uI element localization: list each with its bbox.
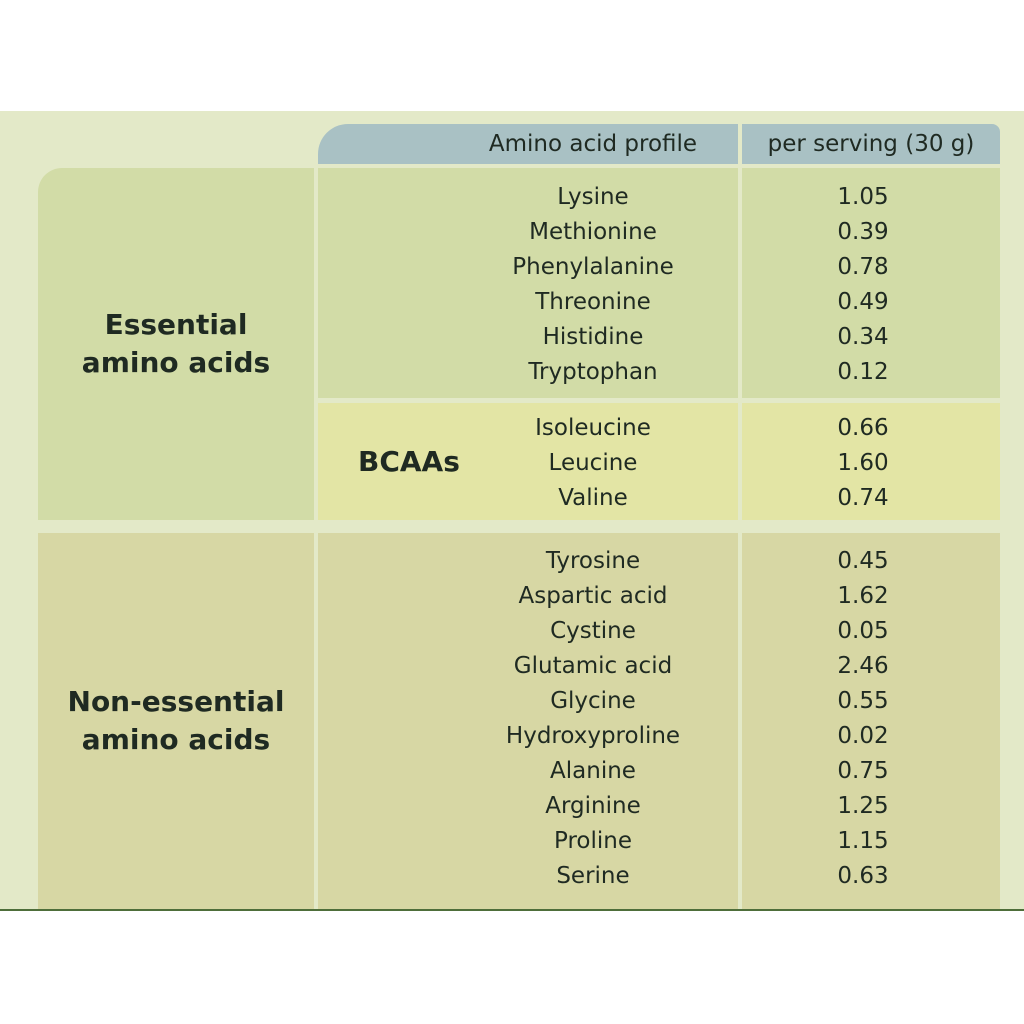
essential-value: 0.49 — [837, 289, 889, 315]
non-essential-name: Alanine — [550, 758, 636, 784]
non-essential-values-column: 0.45 1.62 0.05 2.46 0.55 0.02 0.75 1.25 … — [742, 533, 1000, 909]
essential-name: Lysine — [557, 184, 629, 210]
non-essential-value: 1.25 — [837, 793, 889, 819]
bcaa-value: 1.60 — [837, 450, 889, 476]
bcaa-name: Isoleucine — [535, 415, 651, 441]
essential-label-line2: amino acids — [81, 346, 271, 379]
bcaa-label: BCAAs — [358, 445, 460, 478]
non-essential-value: 0.02 — [837, 723, 889, 749]
essential-value: 0.39 — [837, 219, 889, 245]
column-header-profile-label: Amino acid profile — [488, 131, 698, 157]
essential-values-column: 1.05 0.39 0.78 0.49 0.34 0.12 — [742, 168, 1000, 398]
bcaa-names-column: BCAAs Isoleucine Leucine Valine — [318, 403, 738, 520]
essential-name: Phenylalanine — [512, 254, 674, 280]
non-essential-name: Serine — [556, 863, 630, 889]
non-essential-label-line1: Non-essential — [67, 685, 285, 718]
essential-value: 0.78 — [837, 254, 889, 280]
column-header-amino-acid-profile: Amino acid profile — [318, 124, 738, 164]
essential-name: Methionine — [529, 219, 657, 245]
non-essential-value: 0.05 — [837, 618, 889, 644]
essential-value: 0.12 — [837, 359, 889, 385]
amino-acid-table: Amino acid profile per serving (30 g) Es… — [0, 111, 1024, 911]
non-essential-value: 0.75 — [837, 758, 889, 784]
non-essential-name: Hydroxyproline — [505, 723, 681, 749]
non-essential-value: 0.63 — [837, 863, 889, 889]
essential-name: Tryptophan — [528, 359, 658, 385]
non-essential-name: Proline — [554, 828, 632, 854]
bcaa-name: Leucine — [548, 450, 638, 476]
non-essential-name: Tyrosine — [545, 548, 641, 574]
column-header-per-serving: per serving (30 g) — [742, 124, 1000, 164]
non-essential-value: 0.55 — [837, 688, 889, 714]
bcaa-name: Valine — [558, 485, 628, 511]
essential-name: Threonine — [535, 289, 651, 315]
non-essential-name: Glycine — [550, 688, 636, 714]
essential-amino-acids-label: Essential amino acids — [38, 168, 314, 520]
essential-value: 0.34 — [837, 324, 889, 350]
non-essential-value: 1.15 — [837, 828, 889, 854]
non-essential-amino-acids-label: Non-essential amino acids — [38, 533, 314, 909]
non-essential-value: 2.46 — [837, 653, 889, 679]
column-header-serving-label: per serving (30 g) — [767, 131, 975, 157]
essential-label-line1: Essential — [104, 308, 248, 341]
non-essential-names-column: Tyrosine Aspartic acid Cystine Glutamic … — [318, 533, 738, 909]
non-essential-name: Aspartic acid — [518, 583, 668, 609]
essential-value: 1.05 — [837, 184, 889, 210]
essential-names-column: Lysine Methionine Phenylalanine Threonin… — [318, 168, 738, 398]
non-essential-label-line2: amino acids — [81, 723, 271, 756]
essential-name: Histidine — [542, 324, 644, 350]
bcaa-value: 0.74 — [837, 485, 889, 511]
non-essential-value: 1.62 — [837, 583, 889, 609]
bcaa-values-column: 0.66 1.60 0.74 — [742, 403, 1000, 520]
non-essential-name: Glutamic acid — [513, 653, 673, 679]
non-essential-value: 0.45 — [837, 548, 889, 574]
non-essential-name: Arginine — [545, 793, 641, 819]
bcaa-value: 0.66 — [837, 415, 889, 441]
non-essential-name: Cystine — [550, 618, 636, 644]
